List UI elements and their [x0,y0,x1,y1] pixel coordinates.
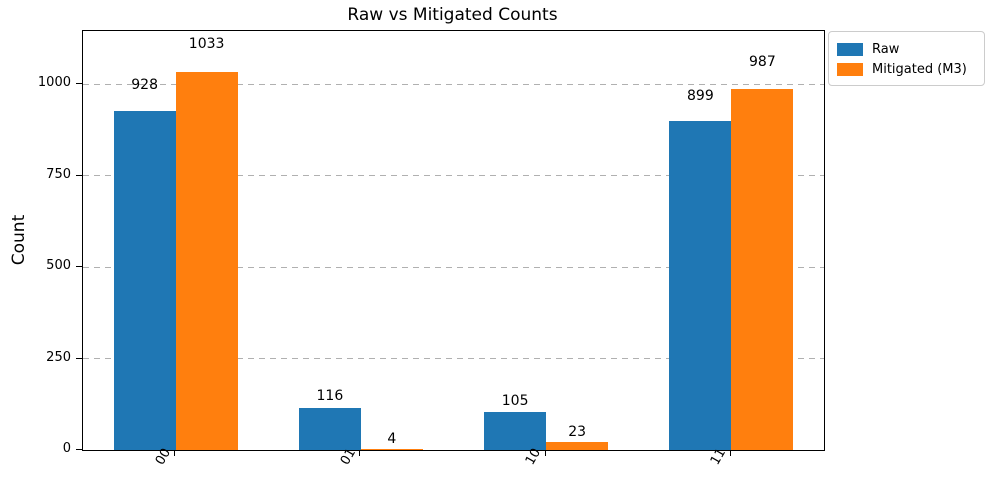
bar-value-label: 987 [749,54,776,71]
y-tick-label: 750 [46,166,71,182]
bar-value-label: 4 [387,431,397,448]
y-tick-label: 0 [62,441,71,456]
bar-mitigated-10 [546,441,609,450]
y-tick-label: 250 [46,349,71,365]
y-tick-label: 500 [46,258,71,274]
legend-entry-label: Mitigated (M3) [872,61,967,77]
legend-entry-label: Raw [872,41,900,57]
x-tick-mark [729,450,731,456]
x-tick-mark [174,450,176,456]
y-tick-mark [76,83,82,85]
x-tick-label: 11 [708,445,730,468]
bar-value-label: 116 [316,388,344,405]
y-gridline [83,175,824,177]
y-tick-mark [76,357,82,359]
y-tick-label: 1000 [37,75,71,91]
y-tick-mark [76,449,82,450]
bar-raw-01 [298,407,361,450]
bar-mitigated-00 [175,72,238,450]
legend-swatch [837,42,863,56]
x-tick-label: 00 [152,445,174,468]
legend-entry: Raw [837,39,976,59]
bar-value-label: 23 [568,424,587,441]
x-tick-label: 01 [337,445,359,468]
bar-mitigated-11 [731,89,794,450]
y-tick-mark [76,266,82,268]
chart-title: Raw vs Mitigated Counts [347,5,558,25]
x-tick-mark [544,450,546,456]
bar-raw-00 [113,110,176,450]
y-gridline [83,266,824,268]
y-gridline [83,358,824,360]
bar-raw-11 [669,121,732,450]
legend-swatch [837,62,863,76]
plot-area: 928 1033 116 4 105 23 899 987 [82,30,825,451]
legend: Raw Mitigated (M3) [828,31,985,86]
bar-raw-10 [484,411,547,450]
bar-value-label: 105 [501,392,529,409]
y-gridline [83,83,824,85]
bar-value-label: 928 [131,76,158,93]
y-tick-mark [76,174,82,176]
x-tick-label: 10 [522,445,545,468]
bar-mitigated-01 [360,448,423,450]
legend-entry: Mitigated (M3) [837,59,976,79]
bar-value-label: 899 [687,87,714,104]
bar-value-label: 1033 [188,36,225,53]
x-tick-mark [359,450,361,456]
